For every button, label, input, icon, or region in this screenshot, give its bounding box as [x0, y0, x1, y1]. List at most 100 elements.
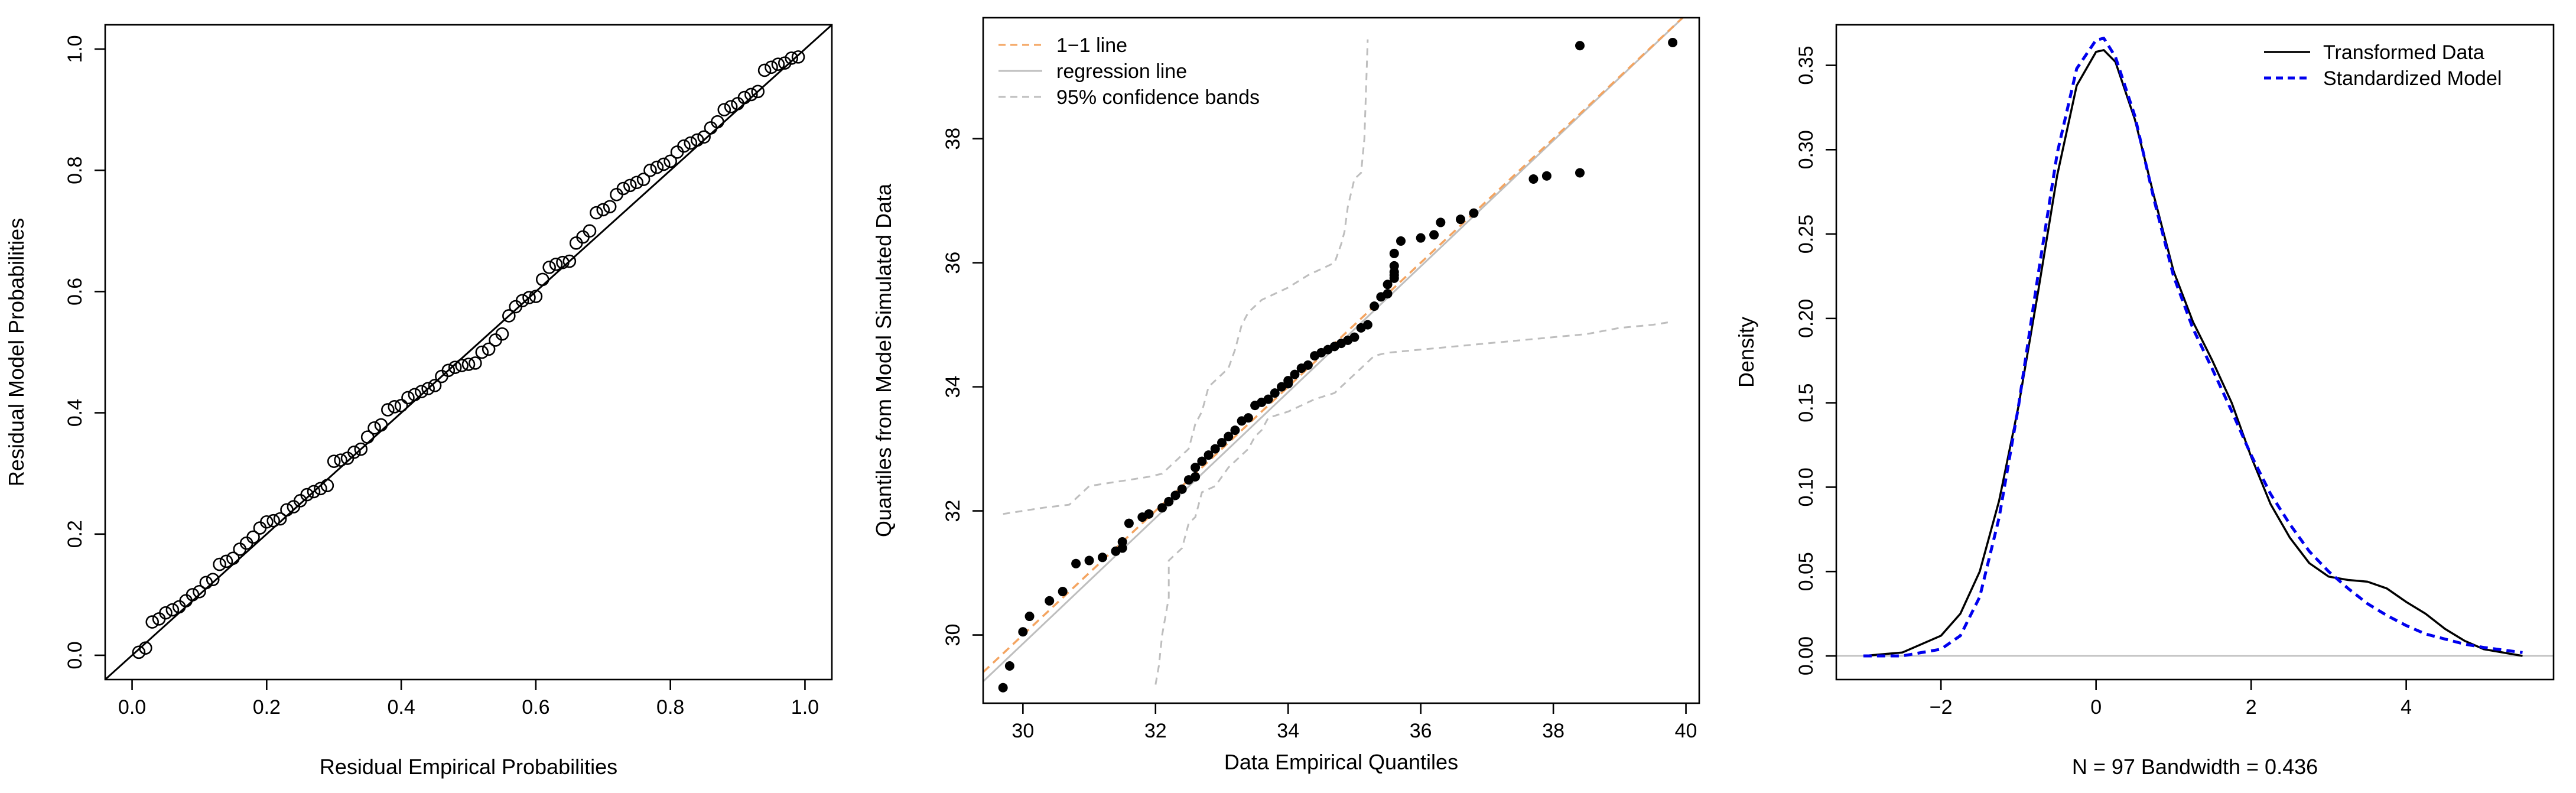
- y-axis: 0.00 0.05 0.10 0.15 0.20 0.25 0.30 0.35: [1795, 46, 1836, 675]
- upper-confidence-band: [1003, 39, 1369, 515]
- y-tick-label: 1.0: [64, 35, 86, 63]
- data-point: [1210, 444, 1220, 454]
- y-tick-label: 0.15: [1795, 384, 1817, 422]
- data-point: [1124, 518, 1134, 528]
- x-axis: 0.0 0.2 0.4 0.6 0.8 1.0: [118, 680, 819, 719]
- x-tick-label: −2: [1930, 696, 1953, 719]
- legend: 1−1 line regression line 95% confidence ba…: [998, 34, 1260, 109]
- legend-label: regression line: [1056, 60, 1187, 83]
- y-tick-label: 0.35: [1795, 46, 1817, 84]
- data-point: [1383, 289, 1393, 299]
- y-tick-label: 0.20: [1795, 299, 1817, 338]
- x-axis-label: Residual Empirical Probabilities: [320, 755, 617, 779]
- data-point: [320, 479, 334, 493]
- data-point: [367, 421, 381, 435]
- standardized-model-line: [1863, 37, 2523, 658]
- data-point: [1263, 394, 1273, 404]
- data-point: [757, 63, 772, 77]
- data-point: [1416, 233, 1426, 243]
- data-point: [623, 178, 637, 193]
- data-point: [145, 615, 160, 629]
- data-point: [737, 90, 752, 105]
- y-tick-label: 32: [942, 500, 964, 522]
- data-point: [1541, 171, 1552, 181]
- y-tick-label: 0.30: [1795, 130, 1817, 169]
- data-point: [360, 430, 375, 444]
- data-point: [1004, 661, 1014, 671]
- y-tick-label: 30: [942, 624, 964, 646]
- data-point: [1197, 456, 1207, 466]
- data-point: [1018, 627, 1028, 637]
- data-point: [1084, 555, 1094, 566]
- data-point: [354, 442, 368, 456]
- data-point: [482, 342, 496, 356]
- plot-frame: [982, 17, 1700, 704]
- data-point: [1224, 431, 1234, 441]
- data-point: [1204, 450, 1214, 460]
- qq-plot-panel: 30 32 34 36 38 40 30 32 34 36 38 Data Empirical Qua…: [871, 17, 1700, 774]
- x-axis-label: Data Empirical Quantiles: [1224, 750, 1458, 774]
- data-point: [388, 400, 402, 414]
- data-point: [1575, 41, 1585, 51]
- data-point: [535, 272, 549, 287]
- x-tick-label: 0.4: [387, 696, 415, 719]
- data-point: [656, 157, 671, 171]
- x-axis: −2 0 2 4: [1930, 680, 2412, 719]
- data-point: [596, 203, 610, 217]
- data-point: [327, 454, 341, 468]
- data-point: [374, 418, 388, 432]
- x-tick-label: 40: [1675, 720, 1697, 742]
- data-point: [1389, 248, 1399, 258]
- data-point: [711, 115, 724, 129]
- data-point: [1383, 280, 1393, 290]
- data-point: [1058, 587, 1068, 597]
- x-tick-label: 34: [1277, 720, 1299, 742]
- data-point: [193, 584, 206, 599]
- plot-area: [1836, 37, 2554, 658]
- data-point: [1270, 388, 1280, 398]
- lower-confidence-band: [1154, 320, 1673, 685]
- data-point: [663, 154, 677, 168]
- data-point: [998, 682, 1008, 693]
- data-point: [448, 360, 462, 374]
- y-tick-label: 0.2: [64, 520, 86, 548]
- x-axis-label: N = 97 Bandwidth = 0.436: [2072, 755, 2318, 779]
- data-point: [1177, 484, 1187, 494]
- x-tick-label: 0.0: [118, 696, 146, 719]
- data-point: [1290, 369, 1300, 379]
- y-axis: 30 32 34 36 38: [942, 128, 983, 646]
- data-point: [219, 554, 233, 568]
- x-tick-label: 0: [2090, 696, 2102, 719]
- data-point: [1071, 558, 1081, 568]
- y-tick-label: 0.00: [1795, 636, 1817, 675]
- data-point: [690, 133, 704, 147]
- data-point: [1668, 37, 1678, 47]
- data-point: [334, 453, 347, 467]
- data-point: [1303, 360, 1313, 370]
- data-point: [791, 50, 805, 64]
- data-point: [347, 445, 361, 459]
- x-tick-label: 0.8: [656, 696, 684, 719]
- data-point: [475, 345, 489, 359]
- data-point: [549, 257, 563, 271]
- data-point: [441, 363, 456, 378]
- data-point: [1370, 301, 1380, 311]
- data-point: [1349, 332, 1359, 342]
- data-point: [1191, 472, 1201, 482]
- data-point: [1456, 214, 1465, 225]
- data-point: [273, 512, 287, 526]
- data-point: [1575, 168, 1585, 178]
- x-tick-label: 38: [1542, 720, 1565, 742]
- x-tick-label: 0.2: [253, 696, 281, 719]
- pp-plot-panel: 0.0 0.2 0.4 0.6 0.8 1.0 0.0 0.2 0.4 0.6 0.8 1.0 Resi…: [4, 24, 833, 779]
- data-point: [314, 482, 327, 496]
- data-point: [246, 530, 260, 544]
- plot-frame: [104, 24, 833, 681]
- y-tick-label: 0.0: [64, 641, 86, 669]
- data-point: [132, 645, 146, 659]
- data-point: [381, 403, 395, 417]
- data-point: [1164, 496, 1174, 506]
- y-tick-label: 34: [942, 376, 964, 398]
- data-point: [751, 84, 765, 99]
